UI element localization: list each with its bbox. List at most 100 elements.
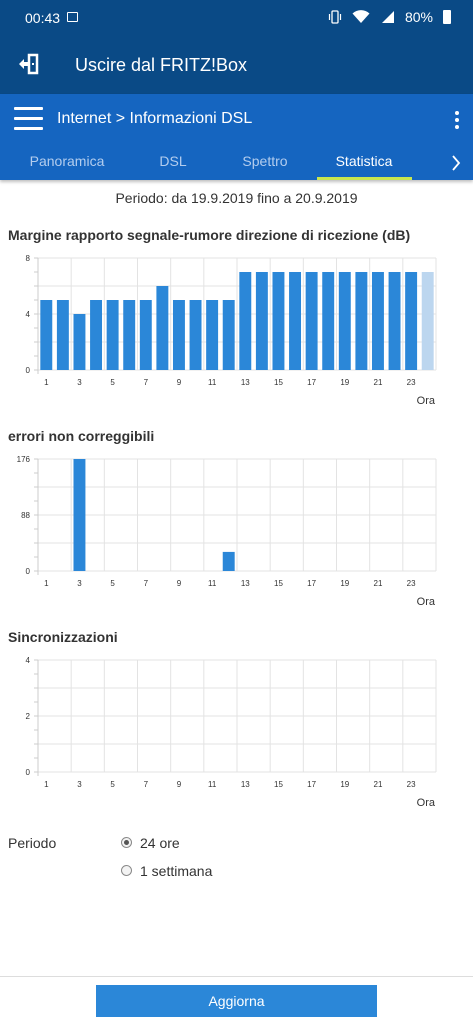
bar xyxy=(355,272,368,370)
battery-percent: 80% xyxy=(404,9,433,25)
y-tick-label: 4 xyxy=(26,656,31,665)
battery-icon xyxy=(443,10,451,24)
y-tick-label: 8 xyxy=(26,254,31,263)
x-tick-label: 21 xyxy=(374,780,383,789)
tab-bar: Panoramica DSL Spettro Statistica xyxy=(0,150,473,180)
x-tick-label: 15 xyxy=(274,378,283,387)
period-option-label: Periodo xyxy=(8,835,57,851)
active-tab-indicator xyxy=(317,177,412,180)
x-tick-label: 3 xyxy=(77,579,82,588)
x-tick-label: 3 xyxy=(77,780,82,789)
bar xyxy=(56,300,69,370)
bar xyxy=(139,300,152,370)
tab-statistica[interactable]: Statistica xyxy=(335,153,393,169)
exit-icon[interactable] xyxy=(18,53,40,75)
breadcrumb: Internet > Informazioni DSL xyxy=(57,110,253,127)
bar xyxy=(73,459,86,571)
y-tick-label: 0 xyxy=(26,567,31,576)
x-tick-label: 19 xyxy=(340,780,349,789)
radio-1-settimana[interactable] xyxy=(121,865,132,876)
x-tick-label: 15 xyxy=(274,780,283,789)
bar xyxy=(123,300,136,370)
x-tick-label: 1 xyxy=(44,780,49,789)
bar xyxy=(405,272,418,370)
navigation-bar: Internet > Informazioni DSL Panoramica D… xyxy=(0,94,473,180)
y-tick-label: 0 xyxy=(26,366,31,375)
bar xyxy=(388,272,401,370)
x-tick-label: 7 xyxy=(144,579,149,588)
signal-icon xyxy=(381,11,394,23)
x-tick-label: 9 xyxy=(177,579,182,588)
menu-icon[interactable] xyxy=(14,107,43,131)
bar xyxy=(156,286,169,370)
x-tick-label: 21 xyxy=(374,579,383,588)
chart-title-snr: Margine rapporto segnale-rumore direzion… xyxy=(8,227,411,243)
chevron-right-icon[interactable] xyxy=(451,154,461,172)
bar xyxy=(421,272,434,370)
x-tick-label: 17 xyxy=(307,780,316,789)
bar xyxy=(172,300,185,370)
x-tick-label: 15 xyxy=(274,579,283,588)
x-tick-label: 13 xyxy=(241,579,250,588)
y-tick-label: 4 xyxy=(26,310,31,319)
x-tick-label: 5 xyxy=(110,378,115,387)
bar xyxy=(338,272,351,370)
x-tick-label: 11 xyxy=(208,579,217,588)
x-tick-label: 23 xyxy=(407,780,416,789)
chart-title-sync: Sincronizzazioni xyxy=(8,629,118,645)
x-tick-label: 7 xyxy=(144,378,149,387)
bar xyxy=(106,300,119,370)
x-axis-label: Ora xyxy=(417,596,436,608)
divider xyxy=(0,976,473,977)
status-time: 00:43 xyxy=(25,10,61,26)
x-tick-label: 5 xyxy=(110,780,115,789)
radio-label-24-ore[interactable]: 24 ore xyxy=(140,835,180,851)
x-tick-label: 11 xyxy=(208,780,217,789)
refresh-button[interactable]: Aggiorna xyxy=(96,985,377,1017)
bar xyxy=(222,300,235,370)
bar xyxy=(305,272,318,370)
tab-spettro[interactable]: Spettro xyxy=(242,153,288,169)
bar xyxy=(73,314,86,370)
x-tick-label: 21 xyxy=(374,378,383,387)
x-tick-label: 7 xyxy=(144,780,149,789)
x-tick-label: 13 xyxy=(241,780,250,789)
x-tick-label: 1 xyxy=(44,378,49,387)
bar xyxy=(222,551,235,571)
vibrate-icon xyxy=(328,10,342,24)
radio-24-ore[interactable] xyxy=(121,837,132,848)
status-bar: 00:43 80% xyxy=(0,0,473,36)
x-tick-label: 17 xyxy=(307,579,316,588)
x-tick-label: 3 xyxy=(77,378,82,387)
x-tick-label: 13 xyxy=(241,378,250,387)
y-tick-label: 176 xyxy=(17,455,31,464)
y-tick-label: 2 xyxy=(26,712,31,721)
x-tick-label: 19 xyxy=(340,378,349,387)
x-tick-label: 23 xyxy=(407,579,416,588)
x-tick-label: 17 xyxy=(307,378,316,387)
x-axis-label: Ora xyxy=(417,797,436,809)
chart-title-errors: errori non correggibili xyxy=(8,428,155,444)
bar xyxy=(40,300,53,370)
bar xyxy=(255,272,268,370)
radio-label-1-settimana[interactable]: 1 settimana xyxy=(140,863,213,879)
bar xyxy=(272,272,285,370)
x-tick-label: 23 xyxy=(407,378,416,387)
tab-panoramica[interactable]: Panoramica xyxy=(29,153,105,169)
y-tick-label: 0 xyxy=(26,768,31,777)
x-tick-label: 11 xyxy=(208,378,217,387)
x-tick-label: 9 xyxy=(177,378,182,387)
period-range: Periodo: da 19.9.2019 fino a 20.9.2019 xyxy=(115,190,358,206)
x-axis-label: Ora xyxy=(417,395,436,407)
tab-dsl[interactable]: DSL xyxy=(159,153,187,169)
bar xyxy=(289,272,302,370)
bar xyxy=(371,272,384,370)
x-tick-label: 19 xyxy=(340,579,349,588)
bar xyxy=(206,300,219,370)
app-bar: Uscire dal FRITZ!Box xyxy=(0,36,473,94)
image-icon xyxy=(67,12,78,22)
more-options-icon[interactable] xyxy=(455,111,459,132)
